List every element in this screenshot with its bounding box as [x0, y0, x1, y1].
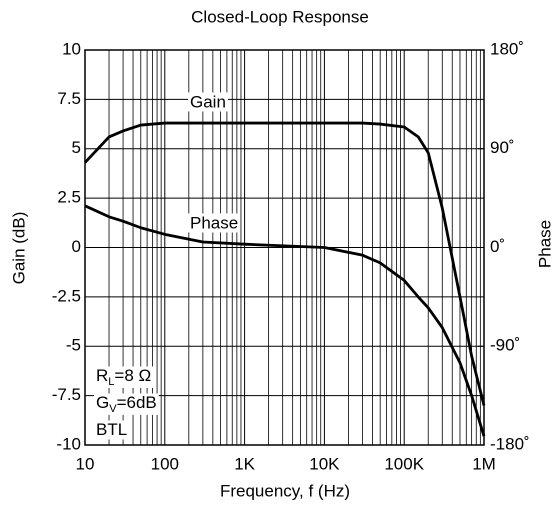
- y-tick-label: 5: [72, 138, 81, 157]
- y2-tick-label: 90˚: [490, 138, 515, 157]
- x-tick-label: 100K: [384, 454, 424, 473]
- condition-note: BTL: [96, 420, 127, 439]
- x-tick-label: 1K: [234, 454, 255, 473]
- condition-note: RL=8 Ω: [96, 366, 151, 387]
- series-label: Gain: [190, 92, 226, 111]
- note-bg: [94, 393, 159, 415]
- note-sub: V: [109, 403, 117, 415]
- note-rest: =8 Ω: [114, 366, 151, 385]
- note-main: R: [96, 366, 108, 385]
- chart-title: Closed-Loop Response: [191, 7, 369, 26]
- note-rest: =6dB: [117, 393, 157, 412]
- note-main: BTL: [96, 420, 127, 439]
- note-main: G: [96, 393, 109, 412]
- x-tick-label: 10: [76, 454, 95, 473]
- series-label: Phase: [190, 213, 238, 232]
- note-bg: [94, 366, 154, 388]
- y2-axis-label: Phase: [535, 220, 554, 268]
- y-tick-label: -5: [66, 336, 81, 355]
- y-tick-label: -2.5: [52, 286, 81, 305]
- x-tick-label: 1M: [472, 454, 496, 473]
- y-tick-label: 7.5: [57, 89, 81, 108]
- x-tick-label: 10K: [309, 454, 340, 473]
- note-bg: [94, 420, 130, 440]
- label-bg: [188, 213, 241, 233]
- x-axis-label: Frequency, f (Hz): [220, 481, 350, 500]
- y2-tick-label: 180˚: [490, 39, 524, 58]
- series-line: [83, 121, 486, 406]
- y2-tick-label: 0˚: [490, 237, 505, 256]
- y-tick-label: 0: [72, 237, 81, 256]
- y-tick-label: -10: [56, 434, 81, 453]
- plot-frame: [84, 49, 485, 446]
- note-sub: L: [108, 376, 114, 388]
- y2-tick-label: -90˚: [490, 336, 520, 355]
- y-tick-label: -7.5: [52, 385, 81, 404]
- label-bg: [188, 92, 228, 112]
- y2-tick-label: -180˚: [490, 434, 530, 453]
- y-tick-label: 10: [62, 39, 81, 58]
- series-line: [84, 204, 486, 437]
- x-tick-label: 100: [151, 454, 179, 473]
- condition-note: GV=6dB: [96, 393, 157, 414]
- y-tick-label: 2.5: [57, 188, 81, 207]
- y-axis-label: Gain (dB): [9, 212, 28, 285]
